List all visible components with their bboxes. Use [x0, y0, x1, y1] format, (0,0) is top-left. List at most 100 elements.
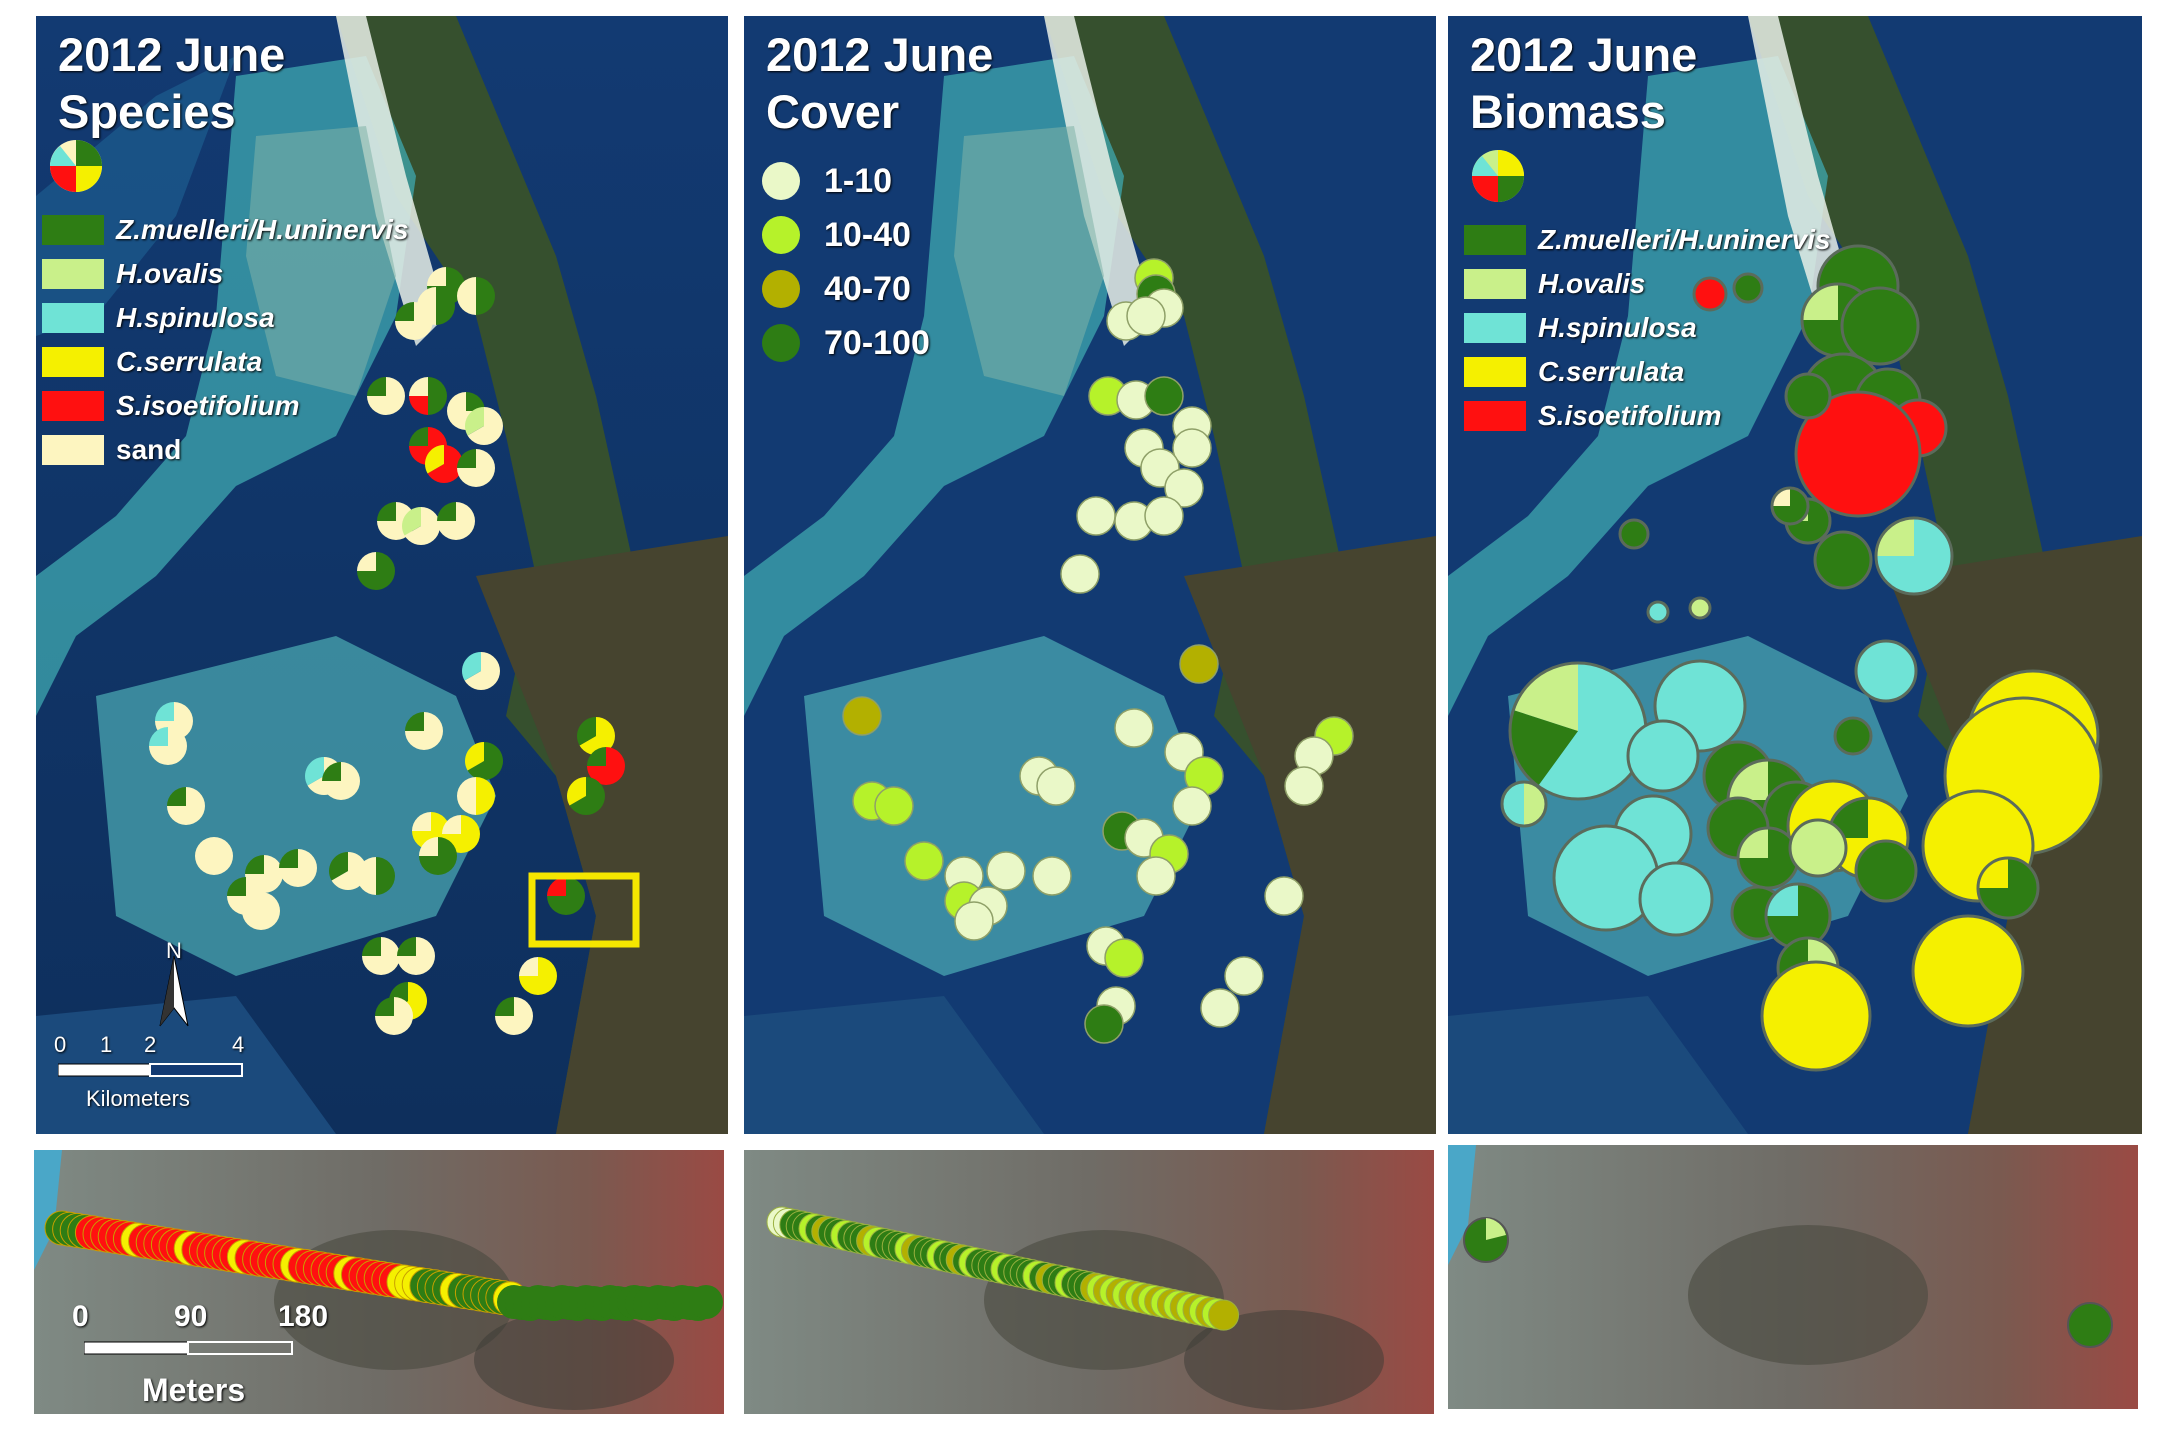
- species-sample-pie-12: [402, 507, 441, 546]
- legend-swatch: [42, 391, 104, 421]
- biomass-legend-item-s-isoetifolium: S.isoetifolium: [1464, 398, 1722, 434]
- biomass-sample-pie-22: [1854, 839, 1918, 903]
- legend-label: sand: [116, 434, 182, 465]
- cover-sample-point-18: [842, 696, 882, 736]
- legend-item-c-serrulata: C.serrulata: [42, 344, 262, 380]
- biomass-inset-background: [1448, 1145, 2138, 1409]
- meters-scale-bar: [84, 1341, 293, 1355]
- biomass-sample-pie-43: [1732, 272, 1764, 304]
- north-label: N: [166, 938, 182, 963]
- cover-legend-label: 10-40: [824, 215, 911, 254]
- biomass-legend-item-h-spinulosa: H.spinulosa: [1464, 310, 1697, 346]
- cover-sample-point-26: [874, 786, 914, 826]
- species-sample-pie-7: [465, 407, 504, 445]
- legend-swatch: [1464, 401, 1526, 431]
- species-sample-pie-15: [462, 652, 501, 690]
- legend-label: H.ovalis: [116, 258, 224, 289]
- biomass-inset-pie-west: [1463, 1217, 1509, 1263]
- species-sample-pie-3: [417, 287, 455, 325]
- cover-legend-dot: [762, 270, 800, 308]
- legend-item-z-muelleri: Z.muelleri/H.uninervis: [42, 212, 409, 248]
- biomass-legend-item-z-muelleri: Z.muelleri/H.uninervis: [1464, 222, 1831, 258]
- biomass-sample-pie-9: [1813, 530, 1873, 590]
- legend-label: S.isoetifolium: [116, 390, 300, 421]
- cover-legend-label: 70-100: [824, 323, 930, 362]
- species-sample-pie-5: [409, 377, 447, 415]
- biomass-sample-pie-32: [1760, 960, 1872, 1072]
- biomass-sample-pie-10: [1784, 372, 1832, 420]
- species-sample-pie-25: [419, 837, 457, 875]
- inset-highlight-box: [528, 872, 640, 948]
- species-title-line1: 2012 June: [58, 28, 286, 81]
- biomass-legend-item-h-ovalis: H.ovalis: [1464, 266, 1645, 302]
- cover-sample-point-9: [1172, 428, 1212, 468]
- legend-label: H.ovalis: [1538, 268, 1646, 299]
- cover-sample-point-16: [1060, 554, 1100, 594]
- cover-legend-dot: [762, 324, 800, 362]
- cover-legend-item-10-40: 10-40: [762, 208, 911, 262]
- cover-sample-point-37: [954, 901, 994, 941]
- legend-swatch: [1464, 313, 1526, 343]
- biomass-sample-pie-24: [1736, 826, 1800, 890]
- species-sample-pie-13: [437, 502, 475, 540]
- cover-legend-item-70-100: 70-100: [762, 316, 930, 370]
- biomass-sample-pie-15: [1854, 639, 1918, 703]
- cover-legend-label: 40-70: [824, 269, 911, 308]
- scale-unit-label: Kilometers: [86, 1086, 190, 1111]
- cover-sample-point-12: [1164, 468, 1204, 508]
- cover-sample-point-17: [1179, 644, 1219, 684]
- cover-legend-item-40-70: 40-70: [762, 262, 911, 316]
- biomass-sample-pie-41: [1688, 596, 1712, 620]
- cover-legend-label: 1-10: [824, 161, 893, 200]
- cover-sample-point-13: [1076, 496, 1116, 536]
- meters-tick-2: 180: [278, 1300, 329, 1333]
- north-arrow-icon: [159, 955, 189, 1027]
- meters-tick-0: 0: [72, 1300, 89, 1333]
- biomass-sample-pie-16: [1833, 716, 1873, 756]
- scale-tick-1: 1: [100, 1032, 113, 1057]
- legend-label: S.isoetifolium: [1538, 400, 1722, 431]
- cover-sample-point-4: [1126, 296, 1166, 336]
- biomass-sample-pie-42: [1692, 276, 1728, 312]
- species-sample-pie-35: [567, 777, 605, 815]
- species-sample-pie-26: [195, 837, 233, 875]
- species-pie-symbol-icon: [50, 140, 102, 192]
- biomass-sample-pie-7: [1874, 516, 1954, 596]
- legend-item-sand: sand: [42, 432, 181, 468]
- cover-title-line1: 2012 June: [766, 28, 994, 81]
- species-sample-pie-20: [322, 762, 360, 800]
- cover-sample-point-24: [1172, 786, 1212, 826]
- cover-points-layer: [842, 258, 1354, 1044]
- biomass-legend-item-c-serrulata: C.serrulata: [1464, 354, 1684, 390]
- species-sample-pie-36: [547, 877, 585, 915]
- legend-label: C.serrulata: [1538, 356, 1685, 387]
- cover-transect-point-69: [1208, 1299, 1240, 1331]
- species-panel-title: 2012 June Species: [58, 26, 285, 140]
- cover-sample-point-30: [1136, 856, 1176, 896]
- legend-label: C.serrulata: [116, 346, 263, 377]
- biomass-sample-pie-2: [1840, 286, 1920, 366]
- legend-item-h-spinulosa: H.spinulosa: [42, 300, 275, 336]
- biomass-sample-pie-38: [1500, 780, 1548, 828]
- cover-transect-points: [766, 1206, 1240, 1331]
- cover-sample-point-19: [1114, 708, 1154, 748]
- legend-label: H.spinulosa: [116, 302, 275, 333]
- biomass-pie-symbol-icon: [1472, 150, 1524, 202]
- species-title-line2: Species: [58, 85, 236, 138]
- biomass-sample-pie-11: [1770, 486, 1810, 526]
- biomass-legend: Z.muelleri/H.uninervis H.ovalis H.spinul…: [1464, 222, 1884, 442]
- species-sample-pie-28: [279, 849, 317, 887]
- biomass-map-panel: 2012 June Biomass Z.muelleri/H.uninervis…: [1448, 16, 2142, 1134]
- legend-item-s-isoetifolium: S.isoetifolium: [42, 388, 300, 424]
- species-sample-pie-37: [362, 937, 400, 975]
- cover-map-panel: 2012 June Cover 1-10 10-40 40-70 70-100: [744, 16, 1436, 1134]
- legend-label: Z.muelleri/H.uninervis: [1538, 224, 1831, 255]
- cover-sample-point-43: [1104, 938, 1144, 978]
- cover-legend-dot: [762, 162, 800, 200]
- cover-sample-point-15: [1144, 496, 1184, 536]
- biomass-panel-title: 2012 June Biomass: [1470, 26, 1697, 140]
- legend-swatch: [1464, 269, 1526, 299]
- cover-legend-dot: [762, 216, 800, 254]
- species-sample-pie-9: [425, 445, 464, 483]
- species-sample-pie-33: [577, 717, 615, 755]
